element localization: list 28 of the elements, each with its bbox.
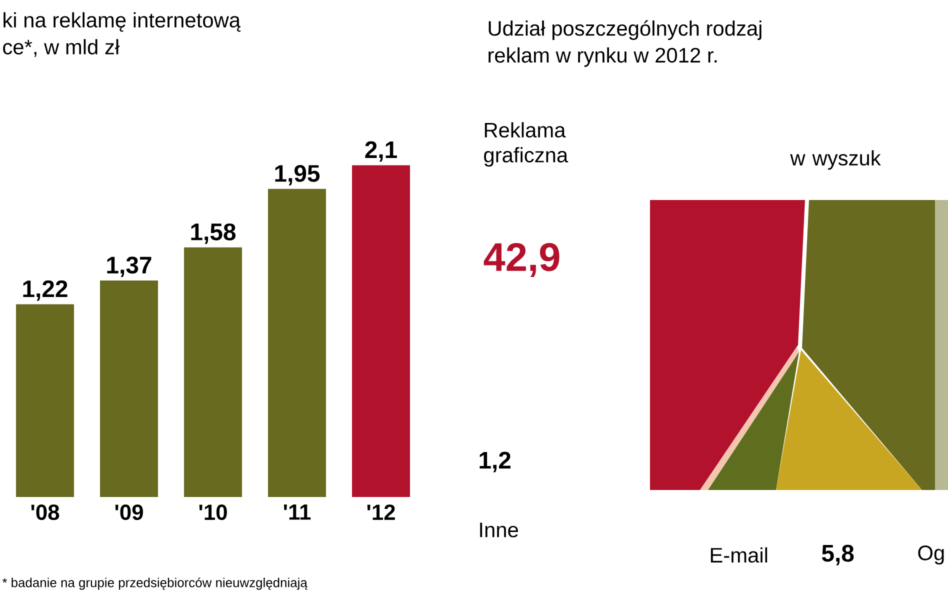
x-tick-label: '10 [199, 504, 227, 520]
chart-title: ki na reklamę internetową [4, 12, 241, 32]
category-label: Og [918, 546, 944, 564]
category-label: w wyszuk [790, 150, 881, 170]
data-label: 2,1 [365, 141, 397, 162]
text: Udział poszczególnych rodzaj [488, 20, 762, 40]
text: reklam w rynku w 2012 r. [488, 47, 717, 67]
category-label: Inne [480, 522, 518, 538]
bar [352, 165, 410, 497]
bar [16, 304, 74, 497]
category-label: E-mail [710, 547, 768, 563]
data-label: 1,95 [275, 164, 320, 186]
chart-subtitle: ce*, w mld zł [3, 39, 120, 57]
data-label: 42,9 [484, 242, 560, 277]
bar [268, 188, 326, 497]
bar [100, 280, 158, 497]
data-label: 1,2 [480, 452, 510, 472]
data-label: 1,58 [191, 223, 236, 244]
bar [184, 247, 242, 497]
x-tick-label: '09 [115, 504, 143, 520]
category-label: Reklama graficzna [484, 122, 568, 167]
x-tick-label: '11 [284, 504, 311, 520]
x-tick-label: '08 [31, 504, 60, 520]
text: * badanie na grupie przedsiębiorców nieuwzględniają [2, 578, 308, 590]
data-label: 5,8 [822, 544, 854, 566]
data-label: 1,37 [107, 256, 152, 278]
x-tick-label: '12 [367, 504, 395, 520]
data-label: 1,22 [23, 280, 68, 301]
